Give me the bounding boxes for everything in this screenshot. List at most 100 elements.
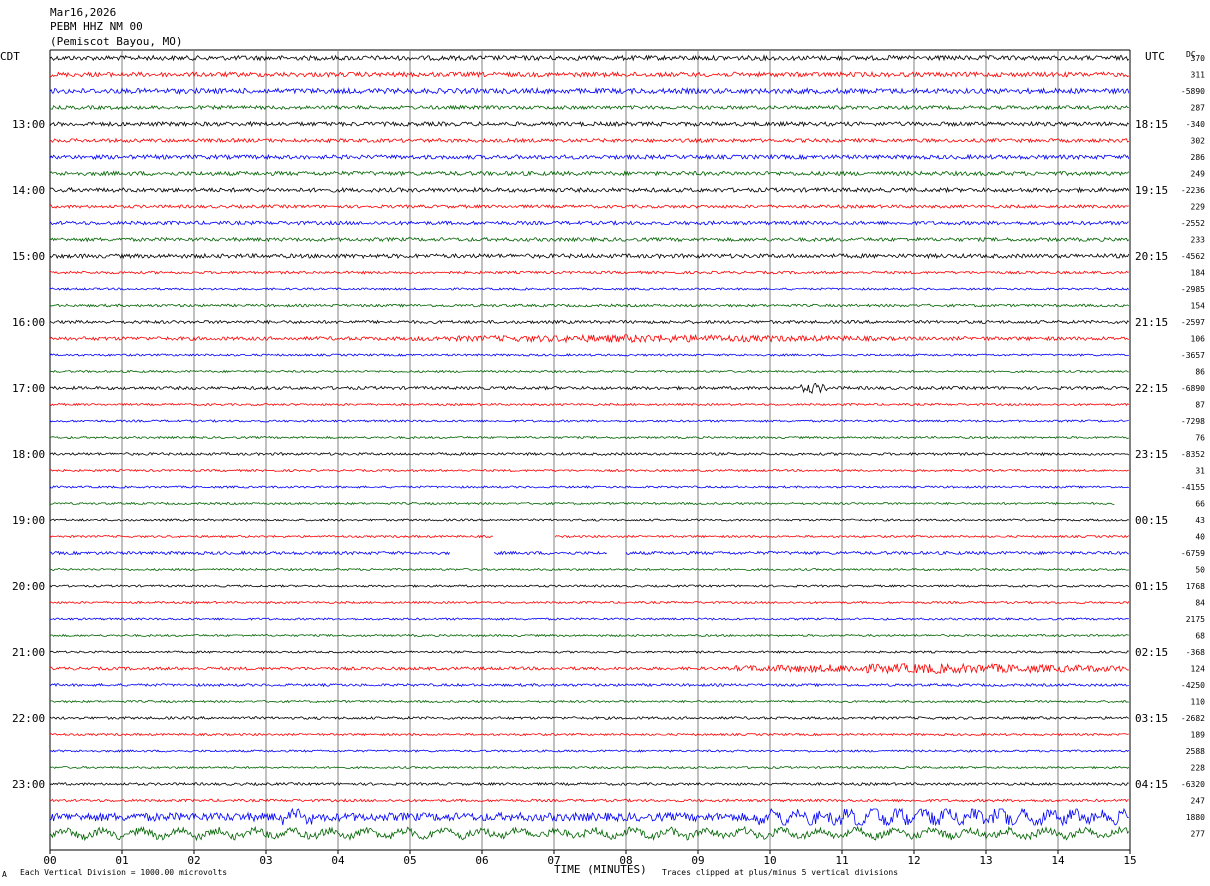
dc-offset-label: 110 [1191,698,1206,707]
x-tick-label: 13 [979,854,992,867]
seismic-trace-row [49,219,1129,226]
seismic-trace-row [49,353,1129,357]
dc-offset-label: -340 [1186,120,1205,129]
scale-note: Each Vertical Division = 1000.00 microvo… [20,868,227,877]
seismic-trace-row [49,798,1129,803]
seismic-trace-row [49,550,1130,556]
dc-offset-label: 249 [1191,170,1206,179]
dc-offset-label: -2597 [1181,318,1205,327]
right-hour-label: 02:15 [1135,646,1168,659]
dc-offset-label: 31 [1195,467,1205,476]
x-tick-label: 00 [43,854,56,867]
dc-offset-label: -3657 [1181,351,1205,360]
dc-offset-label: 1880 [1186,813,1205,822]
seismic-trace-row [49,54,1130,62]
dc-offset-label: -2682 [1181,714,1205,723]
left-hour-label: 19:00 [12,514,45,527]
dc-offset-label: -2236 [1181,186,1205,195]
clip-note: Traces clipped at plus/minus 5 vertical … [662,868,898,877]
dc-offset-label: 68 [1195,632,1205,641]
x-tick-label: 11 [835,854,848,867]
seismic-trace-row [49,120,1130,128]
seismic-trace-row [49,715,1130,721]
seismic-trace-row [49,807,1129,827]
seismic-trace-row [49,170,1130,177]
left-hour-label: 16:00 [12,316,45,329]
dc-offset-label: -6320 [1181,780,1205,789]
seismic-trace-row [49,633,1129,638]
dc-offset-label: 277 [1191,830,1206,839]
dc-offset-label: 286 [1191,153,1206,162]
dc-offset-label: 184 [1191,269,1206,278]
corner-mark: A [2,870,7,879]
dc-offset-label: 86 [1195,368,1205,377]
x-tick-label: 12 [907,854,920,867]
dc-offset-label: 311 [1191,71,1206,80]
left-hour-label: 20:00 [12,580,45,593]
seismic-trace-row [49,682,1129,688]
seismic-trace-row [49,518,1129,522]
left-hour-label: 17:00 [12,382,45,395]
dc-offset-label: 84 [1195,599,1205,608]
dc-offset-label: 189 [1191,731,1206,740]
seismic-trace-row [49,781,1129,787]
x-tick-label: 04 [331,854,345,867]
x-tick-label: 01 [115,854,128,867]
seismic-trace-row [49,333,1129,344]
dc-offset-label: -368 [1186,648,1205,657]
dc-offset-label: 1768 [1186,582,1205,591]
left-hour-label: 13:00 [12,118,45,131]
seismic-trace-row [49,137,1130,144]
x-tick-label: 07 [547,854,560,867]
seismic-trace-row [49,501,1115,506]
dc-offset-label: 154 [1191,302,1206,311]
left-hour-label: 21:00 [12,646,45,659]
x-tick-label: 15 [1123,854,1136,867]
dc-offset-label: 287 [1191,104,1206,113]
seismic-trace-row [49,650,1129,654]
right-hour-label: 00:15 [1135,514,1168,527]
dc-offset-label: -5890 [1181,87,1205,96]
dc-offset-label: -8352 [1181,450,1205,459]
seismic-trace-row [50,382,1130,395]
dc-offset-label: 302 [1191,137,1206,146]
dc-offset-label: 228 [1191,764,1206,773]
trace-rows [49,54,1130,842]
dc-offset-label: 2175 [1186,615,1205,624]
left-timezone-label: CDT [0,50,20,63]
dc-offset-label: -2985 [1181,285,1205,294]
seismic-trace-row [49,402,1130,407]
right-hour-label: 01:15 [1135,580,1168,593]
dc-offset-label: 50 [1195,566,1205,575]
seismic-trace-row [49,252,1130,260]
seismic-trace-row [49,435,1129,440]
seismic-trace-row [49,662,1129,675]
seismic-trace-row [49,485,1129,489]
x-tick-label: 02 [187,854,200,867]
left-hour-label: 22:00 [12,712,45,725]
x-tick-label: 05 [403,854,416,867]
dc-offset-label: 229 [1191,203,1206,212]
seismic-trace-row [49,600,1130,605]
dc-offset-label: 124 [1191,665,1206,674]
seismic-trace-row [49,104,1129,111]
seismic-trace-row [50,70,1130,79]
x-tick-label: 09 [691,854,704,867]
left-hour-labels: 13:00 14:00 15:00 16:00 17:00 18:00 19:00 20:00… [12,118,45,791]
seismic-trace-row [49,825,1130,842]
dc-offset-label: -4250 [1181,681,1205,690]
seismic-trace-row [49,765,1130,770]
seismic-trace-row [49,584,1130,588]
dc-offset-label: 370 [1191,54,1206,63]
left-hour-label: 23:00 [12,778,45,791]
dc-offset-label: -4155 [1181,483,1205,492]
seismic-trace-row [49,749,1130,753]
left-hour-label: 18:00 [12,448,45,461]
dc-offset-labels: 370 311 -5890 287 -340 302 286 249 -2236 229 -2552… [1181,54,1205,839]
right-hour-label: 20:15 [1135,250,1168,263]
seismic-trace-row [49,287,1130,291]
seismic-trace-row [49,319,1130,325]
seismic-trace-row [49,451,1130,457]
dc-offset-label: 43 [1195,516,1205,525]
